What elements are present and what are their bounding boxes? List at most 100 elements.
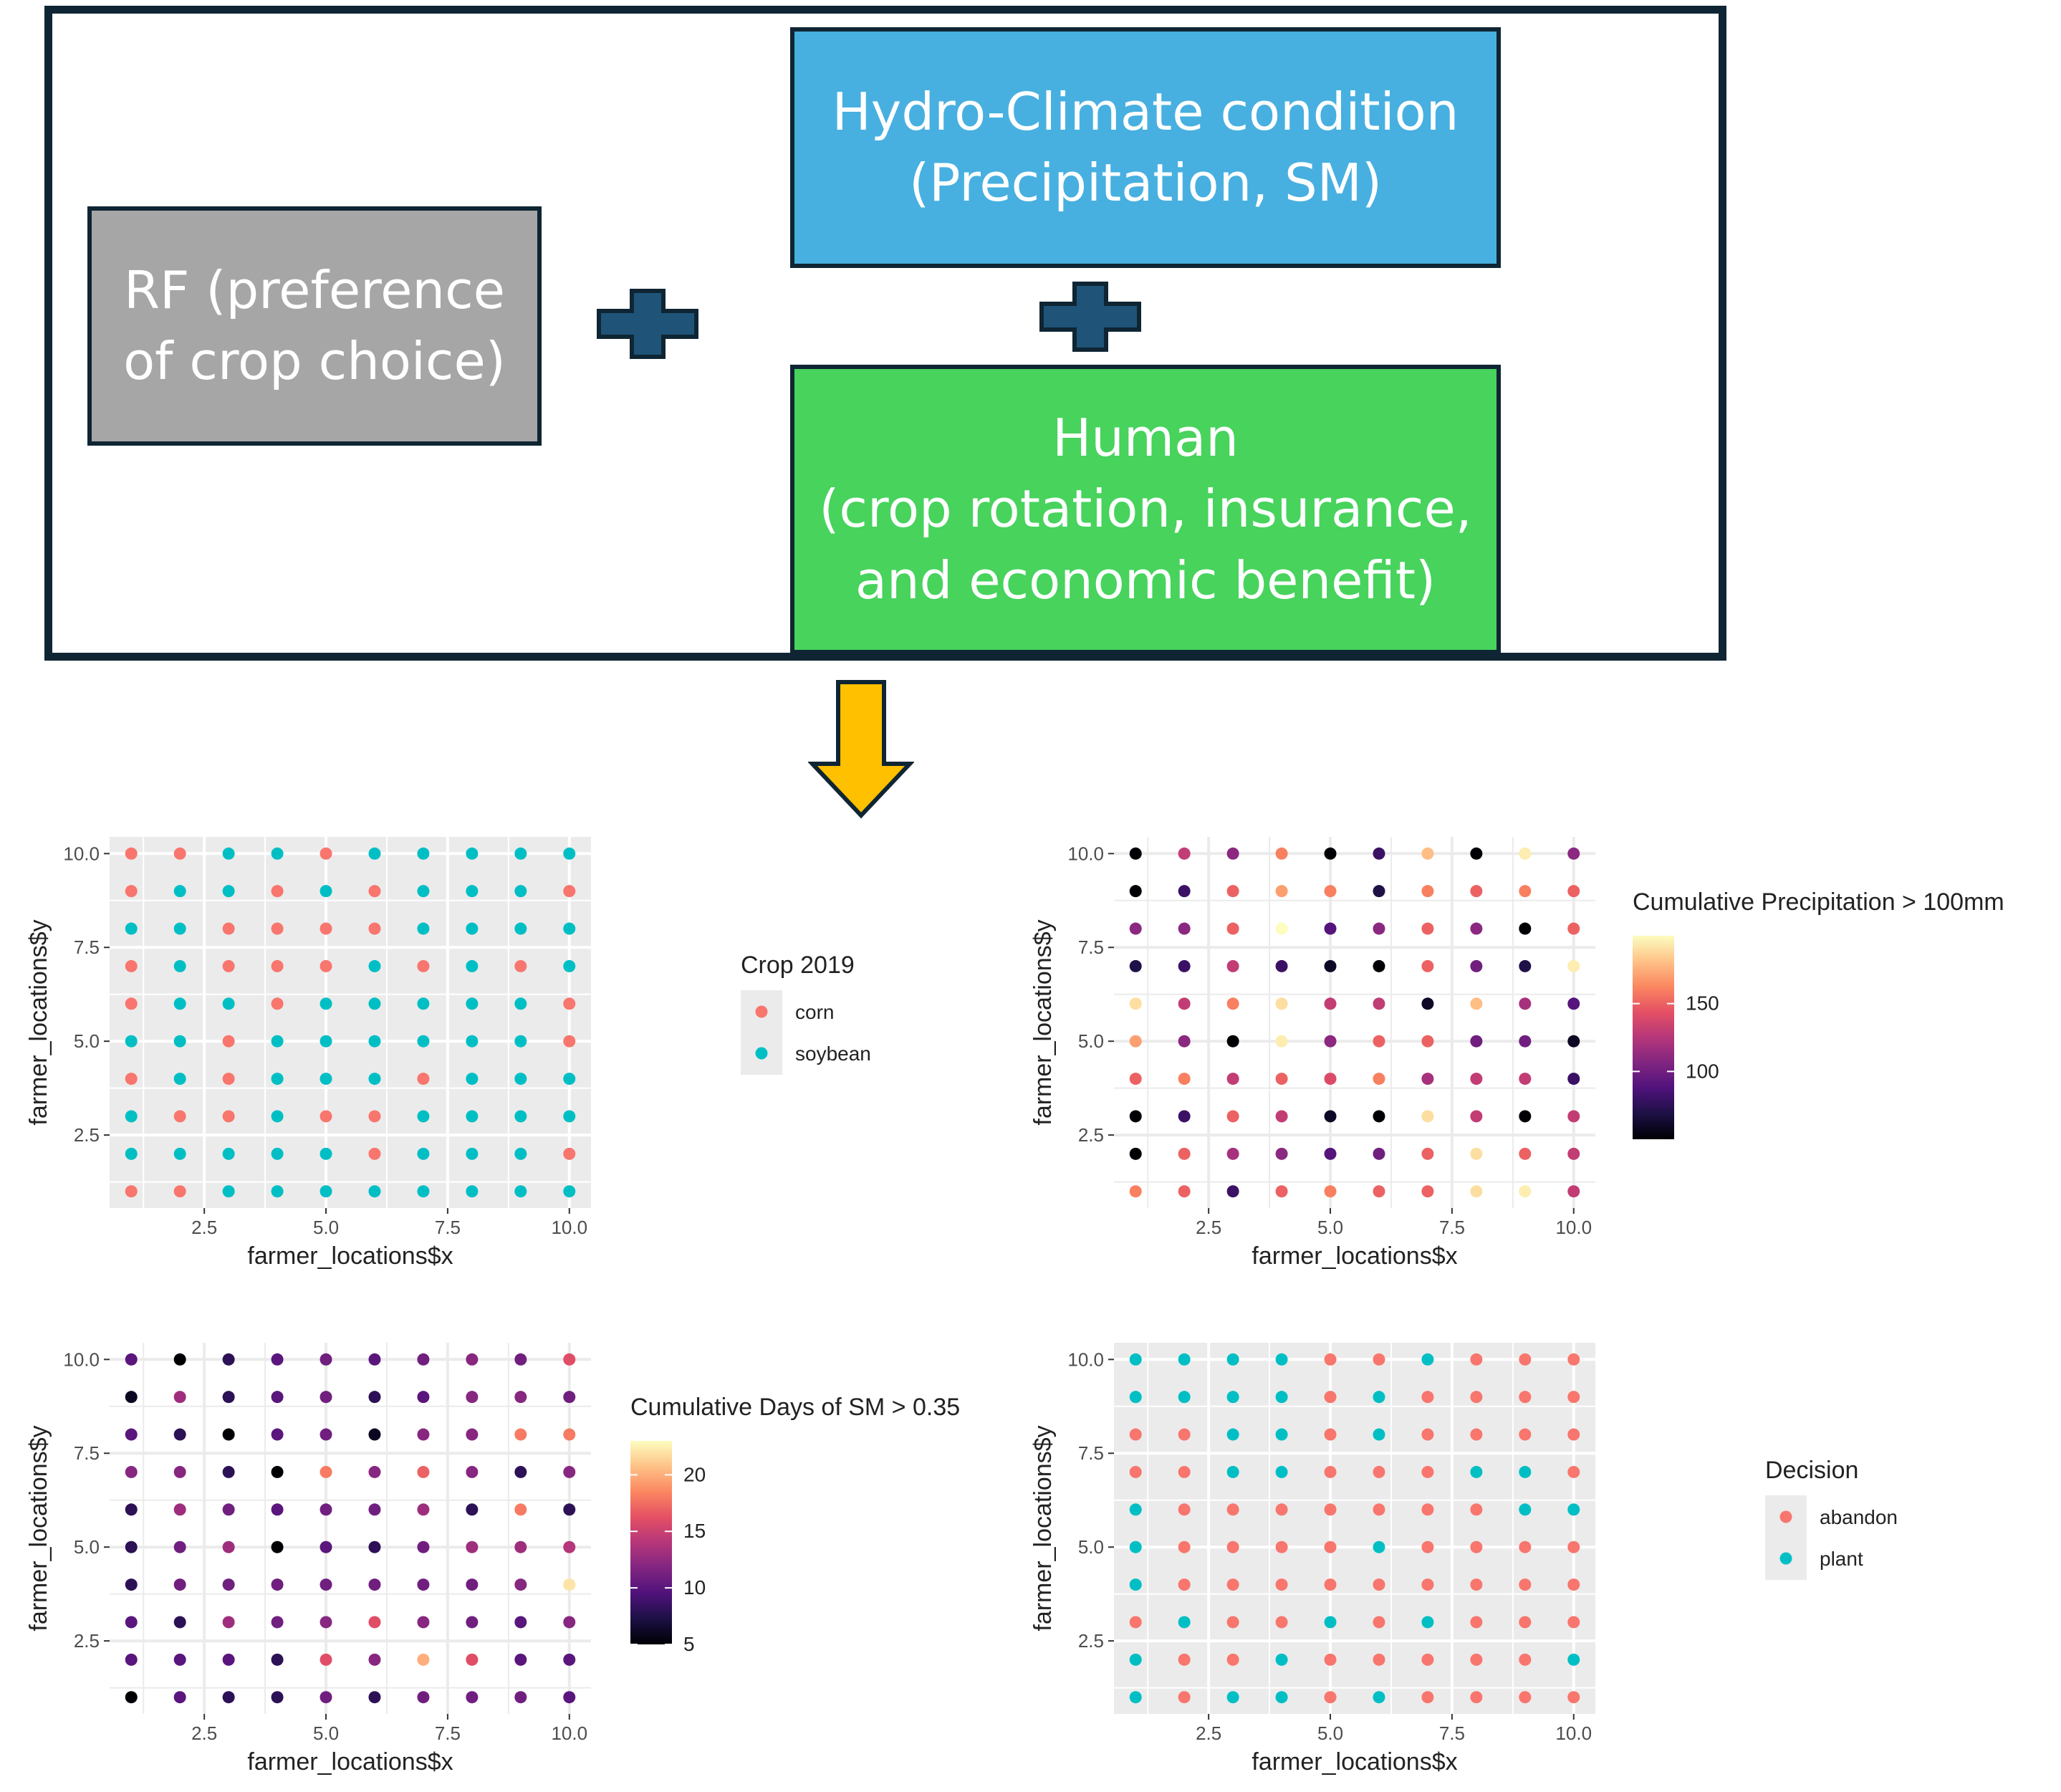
data-point (1275, 959, 1288, 972)
data-point (514, 1035, 527, 1048)
rf-box-line-2: of crop choice) (123, 331, 506, 391)
data-point (1373, 847, 1385, 860)
data-point (271, 1653, 284, 1666)
x-tick-label: 7.5 (1439, 1722, 1465, 1744)
data-point (1226, 1691, 1239, 1704)
data-point (368, 1691, 381, 1704)
data-point (1275, 1691, 1288, 1704)
data-point (466, 997, 479, 1010)
data-point (563, 1616, 576, 1629)
legend-title: Decision (1765, 1457, 1858, 1484)
human-factors-box: Human (crop rotation, insurance, and eco… (790, 365, 1501, 654)
data-point (1324, 1353, 1337, 1366)
data-point (173, 922, 186, 935)
data-point (1421, 959, 1434, 972)
data-point (1129, 1073, 1142, 1086)
data-point (125, 1035, 138, 1048)
legend-title: Crop 2019 (741, 952, 855, 979)
data-point (1129, 1185, 1142, 1198)
data-point (1275, 1185, 1288, 1198)
data-point (1373, 885, 1385, 898)
data-point (1324, 1185, 1337, 1198)
data-point (514, 1073, 527, 1086)
data-point (466, 1391, 479, 1404)
data-point (514, 922, 527, 935)
data-point (1421, 1428, 1434, 1441)
data-point (1470, 1147, 1483, 1160)
x-tick-label: 5.0 (313, 1722, 339, 1744)
data-point (1567, 922, 1580, 935)
data-point (1373, 1578, 1385, 1591)
data-point (368, 1541, 381, 1553)
data-point (1470, 1691, 1483, 1704)
x-tick-label: 5.0 (1317, 1722, 1343, 1744)
data-point (222, 1391, 235, 1404)
legend-key-label: soybean (795, 1043, 871, 1065)
y-axis-title: farmer_locations$y (1029, 919, 1057, 1125)
data-point (1567, 1185, 1580, 1198)
data-point (466, 1353, 479, 1366)
data-point (563, 1541, 576, 1553)
data-point (1226, 885, 1239, 898)
legend-key-background (741, 990, 782, 1075)
data-point (514, 1428, 527, 1441)
data-point (368, 959, 381, 972)
x-tick-label: 5.0 (1317, 1217, 1343, 1238)
data-point (320, 1691, 332, 1704)
data-point (320, 1428, 332, 1441)
data-point (222, 1073, 235, 1086)
data-point (1470, 1353, 1483, 1366)
data-point (1129, 1110, 1142, 1123)
data-point (1129, 1541, 1142, 1553)
data-point (1226, 1110, 1239, 1123)
data-point (466, 1035, 479, 1048)
data-point (1324, 1391, 1337, 1404)
data-point (222, 1616, 235, 1629)
data-point (173, 847, 186, 860)
data-point (1519, 959, 1532, 972)
data-point (1178, 885, 1191, 898)
data-point (125, 1465, 138, 1478)
data-point (320, 1616, 332, 1629)
data-point (1324, 1073, 1337, 1086)
data-point (1519, 1503, 1532, 1516)
data-point (173, 1616, 186, 1629)
legend-key-label: abandon (1820, 1506, 1898, 1528)
x-axis-title: farmer_locations$x (247, 1748, 453, 1776)
data-point (1178, 847, 1191, 860)
data-point (514, 1147, 527, 1160)
data-point (1226, 997, 1239, 1010)
data-point (222, 1541, 235, 1553)
data-point (1178, 1578, 1191, 1591)
data-point (1421, 1110, 1434, 1123)
legend-key-point (755, 1005, 768, 1018)
data-point (1470, 1391, 1483, 1404)
data-point (1226, 1653, 1239, 1666)
data-point (1421, 1391, 1434, 1404)
data-point (173, 1147, 186, 1160)
data-point (1567, 885, 1580, 898)
data-point (1226, 1147, 1239, 1160)
data-point (1129, 885, 1142, 898)
data-point (271, 1353, 284, 1366)
data-point (1178, 1391, 1191, 1404)
data-point (1373, 1147, 1385, 1160)
data-point (1519, 1541, 1532, 1553)
data-point (466, 1073, 479, 1086)
model-inputs-frame (44, 6, 1726, 661)
data-point (271, 997, 284, 1010)
y-tick-label: 7.5 (1078, 1442, 1104, 1464)
data-point (1519, 1073, 1532, 1086)
data-point (125, 1503, 138, 1516)
data-point (563, 1073, 576, 1086)
data-point (1470, 1503, 1483, 1516)
data-point (173, 997, 186, 1010)
data-point (1421, 1073, 1434, 1086)
data-point (563, 1353, 576, 1366)
data-point (1519, 885, 1532, 898)
data-point (271, 1391, 284, 1404)
data-point (1470, 959, 1483, 972)
data-point (368, 1185, 381, 1198)
data-point (563, 1035, 576, 1048)
colorbar-tick-label: 5 (683, 1633, 695, 1655)
